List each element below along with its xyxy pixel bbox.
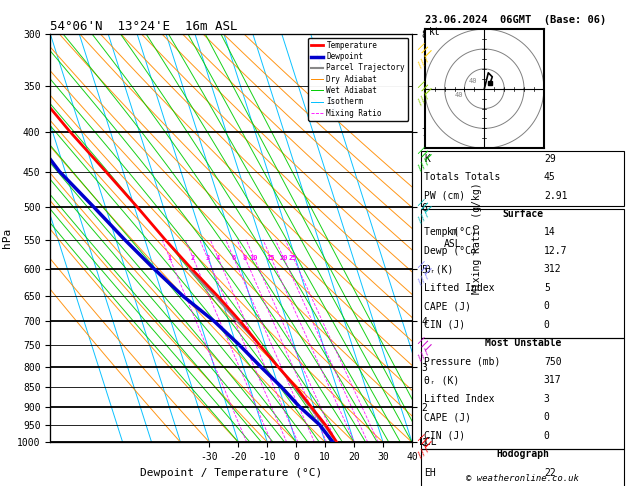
Text: 15: 15 (267, 255, 276, 260)
Text: CIN (J): CIN (J) (424, 320, 465, 330)
Text: |||: ||| (415, 199, 432, 216)
Text: 6: 6 (231, 255, 236, 260)
Text: 750: 750 (544, 357, 562, 367)
Legend: Temperature, Dewpoint, Parcel Trajectory, Dry Adiabat, Wet Adiabat, Isotherm, Mi: Temperature, Dewpoint, Parcel Trajectory… (308, 38, 408, 121)
Text: Totals Totals: Totals Totals (424, 172, 500, 182)
Text: ///: /// (415, 444, 432, 460)
Text: 14: 14 (544, 227, 555, 238)
Text: 5: 5 (544, 283, 550, 293)
Text: 8: 8 (243, 255, 247, 260)
Text: 0: 0 (544, 431, 550, 441)
Text: 3: 3 (544, 394, 550, 404)
Text: 10: 10 (250, 255, 258, 260)
Text: ///: /// (415, 346, 432, 363)
Text: ///: /// (415, 208, 432, 226)
Text: |||: ||| (415, 434, 432, 451)
Text: Hodograph: Hodograph (496, 449, 549, 459)
Text: |||: ||| (415, 81, 432, 98)
Text: PW (cm): PW (cm) (424, 191, 465, 201)
Text: 22: 22 (544, 468, 555, 478)
Text: 0: 0 (544, 412, 550, 422)
Text: θᵣ(K): θᵣ(K) (424, 264, 454, 275)
Text: 3: 3 (205, 255, 209, 260)
Text: CIN (J): CIN (J) (424, 431, 465, 441)
Text: kt: kt (429, 27, 440, 37)
Text: 1: 1 (167, 255, 172, 260)
Text: |||: ||| (415, 336, 432, 353)
Text: Lifted Index: Lifted Index (424, 283, 494, 293)
Text: 0: 0 (544, 301, 550, 312)
Text: 40: 40 (455, 92, 463, 98)
Text: CAPE (J): CAPE (J) (424, 301, 471, 312)
Text: ///: /// (415, 270, 432, 287)
Text: ///: /// (415, 90, 432, 107)
Text: Pressure (mb): Pressure (mb) (424, 357, 500, 367)
Text: ///: /// (415, 52, 432, 69)
Text: 54°06'N  13°24'E  16m ASL: 54°06'N 13°24'E 16m ASL (50, 20, 238, 33)
Text: 20: 20 (279, 255, 287, 260)
Text: |||: ||| (415, 146, 432, 163)
Text: 25: 25 (289, 255, 298, 260)
Text: Lifted Index: Lifted Index (424, 394, 494, 404)
X-axis label: Dewpoint / Temperature (°C): Dewpoint / Temperature (°C) (140, 468, 322, 478)
Text: 2: 2 (191, 255, 195, 260)
Text: |||: ||| (415, 43, 432, 60)
Text: © weatheronline.co.uk: © weatheronline.co.uk (465, 474, 579, 483)
Text: Mixing Ratio (g/kg): Mixing Ratio (g/kg) (472, 182, 482, 294)
Text: 317: 317 (544, 375, 562, 385)
Text: 0: 0 (544, 320, 550, 330)
Text: |||: ||| (415, 260, 432, 278)
Text: Dewp (°C): Dewp (°C) (424, 246, 477, 256)
Text: 4: 4 (216, 255, 220, 260)
Text: LCL: LCL (419, 437, 437, 447)
Y-axis label: hPa: hPa (1, 228, 11, 248)
Text: CAPE (J): CAPE (J) (424, 412, 471, 422)
Text: 2.91: 2.91 (544, 191, 567, 201)
Text: Surface: Surface (502, 209, 543, 219)
Text: Temp (°C): Temp (°C) (424, 227, 477, 238)
Text: 12.7: 12.7 (544, 246, 567, 256)
Text: K: K (424, 154, 430, 164)
Text: 40: 40 (469, 78, 477, 84)
Text: 29: 29 (544, 154, 555, 164)
Text: 45: 45 (544, 172, 555, 182)
Text: θᵣ (K): θᵣ (K) (424, 375, 459, 385)
Text: ///: /// (415, 156, 432, 173)
Y-axis label: km
ASL: km ASL (444, 227, 462, 249)
Text: EH: EH (424, 468, 436, 478)
Text: Most Unstable: Most Unstable (484, 338, 561, 348)
Text: 23.06.2024  06GMT  (Base: 06): 23.06.2024 06GMT (Base: 06) (425, 15, 606, 25)
Text: 312: 312 (544, 264, 562, 275)
